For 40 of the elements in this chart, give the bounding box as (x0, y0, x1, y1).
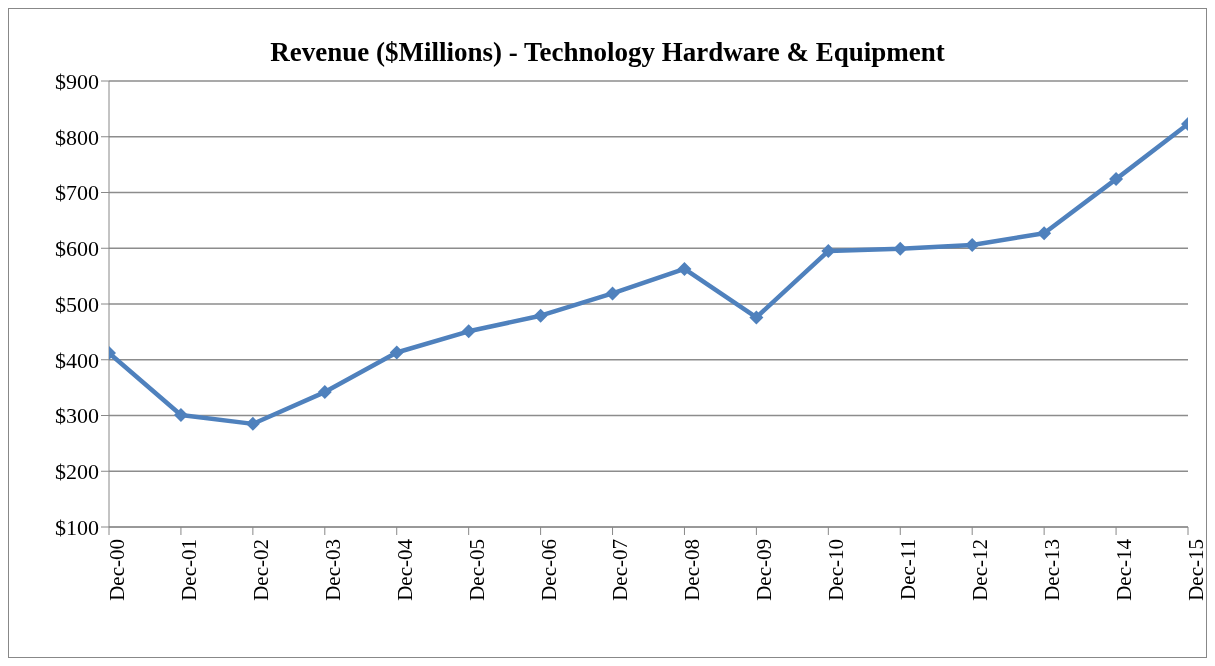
y-tick-label: $900 (55, 68, 99, 94)
x-tick-label: Dec-09 (752, 539, 777, 601)
x-tick-label: Dec-02 (248, 539, 273, 601)
point (821, 244, 836, 259)
x-tick-label: Dec-04 (392, 538, 417, 601)
point (605, 286, 620, 301)
y-tick-label: $300 (55, 403, 99, 429)
y-tick-label: $200 (55, 459, 99, 485)
point (533, 308, 548, 323)
x-tick-label: Dec-01 (176, 539, 201, 601)
y-tick-label: $100 (55, 514, 99, 540)
point (389, 345, 404, 360)
chart-title: Revenue ($Millions) - Technology Hardware & Equipment (269, 36, 946, 67)
x-tick-label: Dec-06 (536, 539, 561, 601)
x-tick-label: Dec-00 (104, 539, 129, 601)
x-tick-label: Dec-11 (896, 539, 921, 601)
x-tick-label: Dec-13 (1040, 539, 1065, 601)
point (677, 261, 692, 276)
x-tick-label: Dec-08 (680, 539, 705, 601)
x-tick-label: Dec-07 (608, 539, 633, 601)
point (1037, 226, 1052, 241)
x-tick-label: Dec-03 (320, 539, 345, 601)
point (1109, 172, 1124, 187)
x-tick-label: Dec-10 (824, 539, 849, 601)
x-tick-label: Dec-12 (968, 539, 993, 601)
y-tick-label: $500 (55, 291, 99, 317)
point (749, 310, 764, 325)
y-tick-label: $800 (55, 124, 99, 150)
point (965, 237, 980, 252)
y-tick-label: $400 (55, 347, 99, 373)
point (893, 241, 908, 256)
point (245, 416, 260, 431)
x-tick-label: Dec-15 (1183, 539, 1208, 601)
x-tick-label: Dec-14 (1111, 538, 1136, 601)
y-tick-label: $700 (55, 180, 99, 206)
point (461, 324, 476, 339)
point (173, 407, 188, 422)
y-tick-label: $600 (55, 236, 99, 262)
point (317, 385, 332, 400)
x-tick-label: Dec-05 (464, 539, 489, 601)
